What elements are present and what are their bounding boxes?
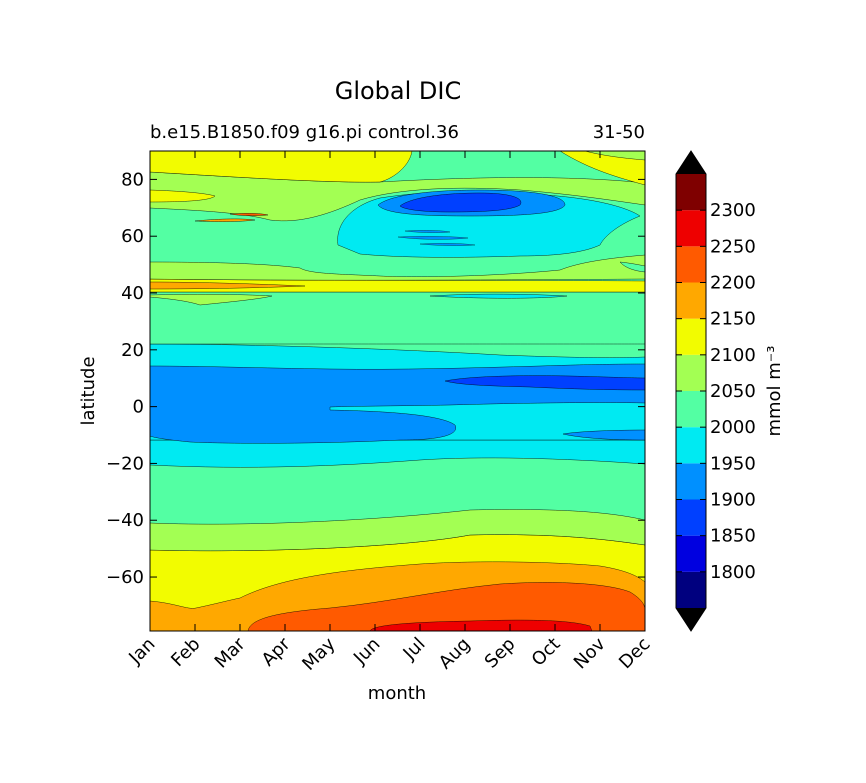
x-tick-label: Oct [528,634,565,671]
colorbar-segment [676,463,706,500]
x-axis-label: month [368,683,426,704]
colorbar-tick-label: 2300 [710,200,756,221]
y-tick-label: 80 [121,169,144,190]
colorbar-extend-top [676,151,706,174]
colorbar-segment [676,354,706,391]
colorbar-tick-label: 2200 [710,273,756,294]
chart-title: Global DIC [335,77,462,105]
colorbar-segment [676,318,706,355]
colorbar-extend-bottom [676,608,706,631]
contour-patch-2050-2100-37n [150,294,273,306]
colorbar-segment [676,427,706,464]
contour-band-2250-2300-south [369,619,593,631]
colorbar-tick-label: 1900 [710,490,756,511]
x-tick-label: Mar [211,633,250,672]
y-axis: 80 60 40 20 0 −20 −40 −60 [106,169,645,588]
contour-band-2150-2200-42n [150,281,306,290]
contour-patch-2150-2200-65n [194,218,256,222]
colorbar-segment [676,391,706,428]
contour-patch-1900-1950-60n-a [397,236,469,240]
colorbar: 1800 1850 1900 1950 2000 2050 2100 2150 2200 2250… [675,150,756,632]
contour-band-2200-2250-south [247,582,645,631]
x-tick-label: May [298,633,339,674]
x-tick-label: Sep [481,634,520,673]
contour-patch-1900-1950-60n-c [419,243,476,246]
colorbar-tick-label: 2050 [710,381,756,402]
contour-band-1950-2000-south [150,439,645,468]
y-tick-label: −60 [106,567,144,588]
contour-band-2000-2050-north [150,291,645,345]
contour-patch-2100-2150-arctic-left [150,189,216,203]
y-tick-label: 20 [121,340,144,361]
contour-band-2100-2150-north [150,151,413,183]
x-tick-label: Nov [570,633,610,673]
x-tick-label: Dec [615,634,654,673]
colorbar-tick-label: 1950 [710,453,756,474]
colorbar-tick-label: 2250 [710,236,756,257]
contour-band-1850-1900-subpolar [399,192,522,213]
contour-patch-1950-2000-37n [429,293,568,299]
contour-band-1850-1900-equator [444,375,645,391]
contour-patch-1900-1950-south-tropic [562,429,645,441]
x-tick-label: Jan [124,634,159,669]
colorbar-tick-label: 2000 [710,417,756,438]
colorbar-tick-label: 1850 [710,526,756,547]
colorbar-tick-label: 2100 [710,345,756,366]
plot-area [149,150,646,632]
colorbar-segment [676,571,706,608]
chart-subtitle-left: b.e15.B1850.f09 g16.pi control.36 [150,122,459,143]
x-tick-label: Jul [399,634,430,665]
contour-band-2050-2100-south [150,509,645,552]
y-tick-label: 0 [133,397,144,418]
y-tick-label: −20 [106,453,144,474]
contour-fills [150,151,645,631]
colorbar-tick-label: 1800 [710,562,756,583]
contour-patch-2000-2050-right-edge [619,261,645,273]
plot-frame [149,150,646,632]
x-tick-label: Feb [167,634,204,671]
contour-patch-1900-1950-60n-b [404,230,451,233]
colorbar-segment [676,499,706,536]
x-tick-label: Apr [258,633,295,670]
colorbar-segment [676,246,706,283]
y-axis-label: latitude [78,356,99,425]
y-tick-label: −40 [106,510,144,531]
x-tick-label: Aug [435,634,475,674]
colorbar-segment [676,282,706,319]
chart-subtitle-right: 31-50 [593,122,645,143]
colorbar-label: mmol m⁻³ [764,345,785,436]
y-tick-label: 40 [121,283,144,304]
y-tick-label: 60 [121,226,144,247]
contour-patch-2200-2250-65n [229,213,269,216]
colorbar-segment [676,174,706,211]
x-tick-label: Jun [349,634,384,669]
colorbar-tick-label: 2150 [710,309,756,330]
colorbar-segment [676,210,706,247]
colorbar-segment [676,535,706,572]
colorbar-outline [675,150,707,632]
